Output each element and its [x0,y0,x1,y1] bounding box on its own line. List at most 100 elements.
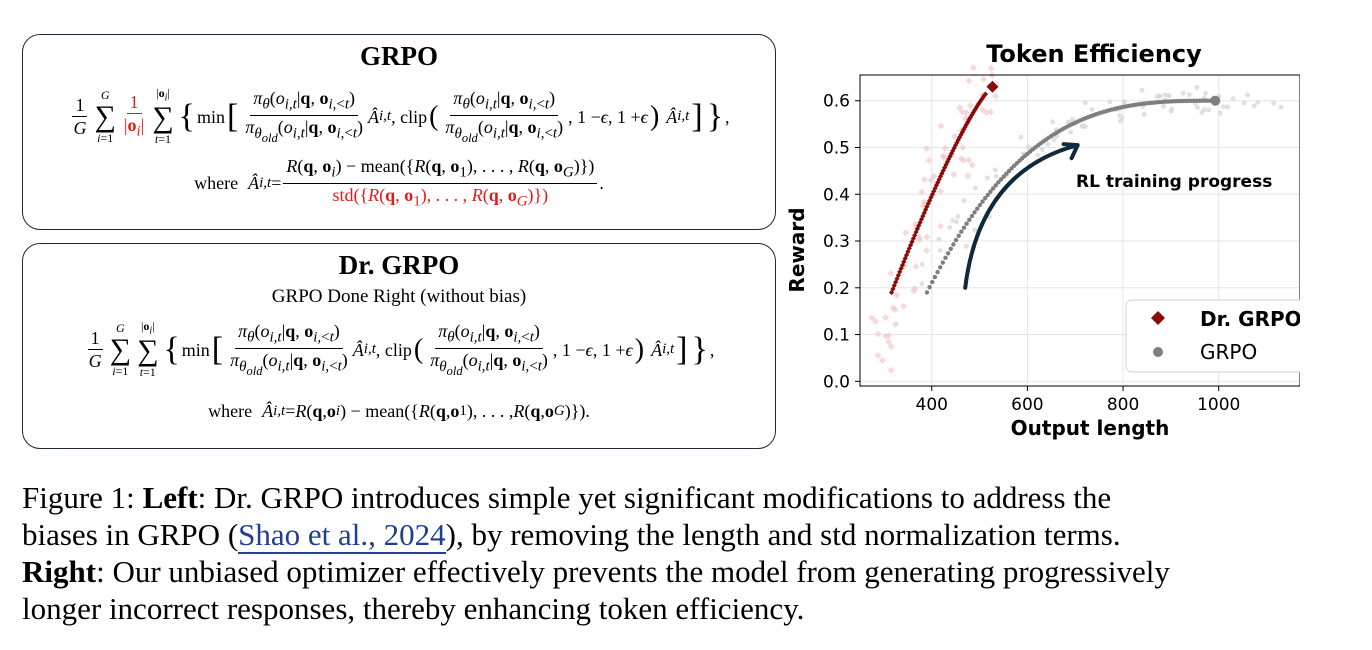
dr-grpo-raw-point [968,161,976,169]
caption-left-label: Left [142,480,198,515]
citation-link-shao-2024[interactable]: Shao et al., 2024 [238,517,446,554]
grpo-point [996,180,1001,185]
grpo-raw-point [1278,104,1284,110]
grpo-raw-point [1180,90,1186,96]
training-progress-arrow [963,143,1080,290]
x-tick-label: 600 [1011,395,1043,415]
grpo-raw-point [937,247,943,253]
dr-grpo-raw-point [965,77,973,85]
dr-grpo-raw-point [892,320,900,328]
dr-grpo-point [937,173,944,180]
grpo-point [975,206,980,211]
dr-grpo-point [944,159,950,165]
grpo-title: GRPO [360,41,438,71]
chart-grid [860,75,1300,386]
grpo-point [993,183,998,188]
dr-grpo-point [981,93,987,99]
dr-grpo-raw-point [887,270,895,278]
x-tick-label: 800 [1107,395,1139,415]
y-tick-label: 0.3 [823,232,850,252]
grpo-raw-point [1045,141,1051,147]
chart-ticks: 400 600 800 1000 0.0 0.1 0.2 0.3 0.4 0.5 0.6 [823,92,1240,415]
grpo-raw-point [961,197,967,203]
grpo-raw-point [1271,100,1277,106]
dr-grpo-point [969,112,975,118]
grpo-point [930,279,935,285]
grpo-raw-point [1051,137,1057,143]
x-tick-label: 400 [916,395,948,415]
grpo-raw-point [1160,103,1166,109]
dr-grpo-raw-point [912,223,920,231]
grpo-raw-point [1251,103,1257,109]
grpo-point [980,199,985,204]
dr-grpo-raw-point [959,143,967,151]
dr-grpo-raw-point [937,222,945,230]
dr-grpo-raw-point [982,109,990,117]
dr-grpo-raw-point [893,291,901,299]
dr-grpo-raw-point [885,331,893,339]
grpo-raw-point [1107,99,1113,105]
grpo-point [943,255,948,261]
y-tick-label: 0.4 [823,185,850,205]
dr-grpo-raw-point [987,64,995,72]
grpo-point [937,265,943,270]
grpo-final-point [1210,95,1221,106]
grpo-raw-point [1230,96,1236,102]
dr-grpo-point [908,242,914,248]
grpo-point [932,274,938,280]
dr-grpo-point [970,110,976,116]
grpo-raw-point [972,185,978,191]
dr-grpo-raw-point [915,236,923,244]
dr-grpo-raw-point [979,75,987,83]
dr-grpo-raw-point [891,306,899,314]
grpo-point [1001,174,1006,179]
dr-grpo-raw-point [941,144,949,152]
dr-grpo-raw-point [911,285,919,293]
legend-dr-grpo-label: Dr. GRPO [1200,307,1300,331]
grpo-point [977,202,983,208]
grpo-raw-point [1035,152,1041,158]
grpo-raw-point [1139,87,1145,93]
dr-grpo-raw-point [962,114,970,122]
dr-grpo-raw-point [902,229,910,237]
grpo-raw-point [1018,134,1024,140]
dr-grpo-raw-point [887,366,895,374]
y-axis-label: Reward [785,207,809,292]
grpo-raw-point [1169,106,1175,112]
dr-grpo-raw-point [925,156,933,164]
dr-grpo-raw-point [882,332,890,340]
grpo-raw-point [1201,107,1207,113]
dr-grpo-final-point [986,80,999,93]
grpo-raw-point [1141,111,1147,117]
dr-grpo-raw-point [868,314,876,322]
scatter-background-points [868,64,1284,374]
grpo-point [940,260,946,265]
caption-right-label: Right [22,554,97,589]
grpo-raw-point [1186,92,1192,98]
plot-frame [859,74,1300,387]
grpo-raw-point [919,261,925,267]
y-tick-label: 0.1 [823,326,850,346]
grpo-raw-point [992,167,998,173]
grpo-point [967,217,972,223]
chart-title: Token Efficiency [986,40,1202,68]
grpo-point [985,192,991,198]
grpo-point [988,189,993,194]
grpo-point [998,177,1004,182]
dr-grpo-raw-point [918,188,926,196]
grpo-raw-point [1202,90,1208,96]
grpo-point [969,213,975,219]
grpo-raw-point [1217,110,1223,116]
grpo-raw-point [1225,104,1231,110]
grpo-point [927,285,932,290]
x-axis-label: Output length [1011,416,1170,440]
grpo-raw-point [919,281,925,287]
grpo-raw-point [1068,129,1074,135]
grpo-point [945,251,951,256]
dr-grpo-raw-point [927,176,935,184]
figure-caption: Figure 1: Left: Dr. GRPO introduces simp… [22,480,1170,626]
dr-grpo-raw-point [923,144,931,152]
